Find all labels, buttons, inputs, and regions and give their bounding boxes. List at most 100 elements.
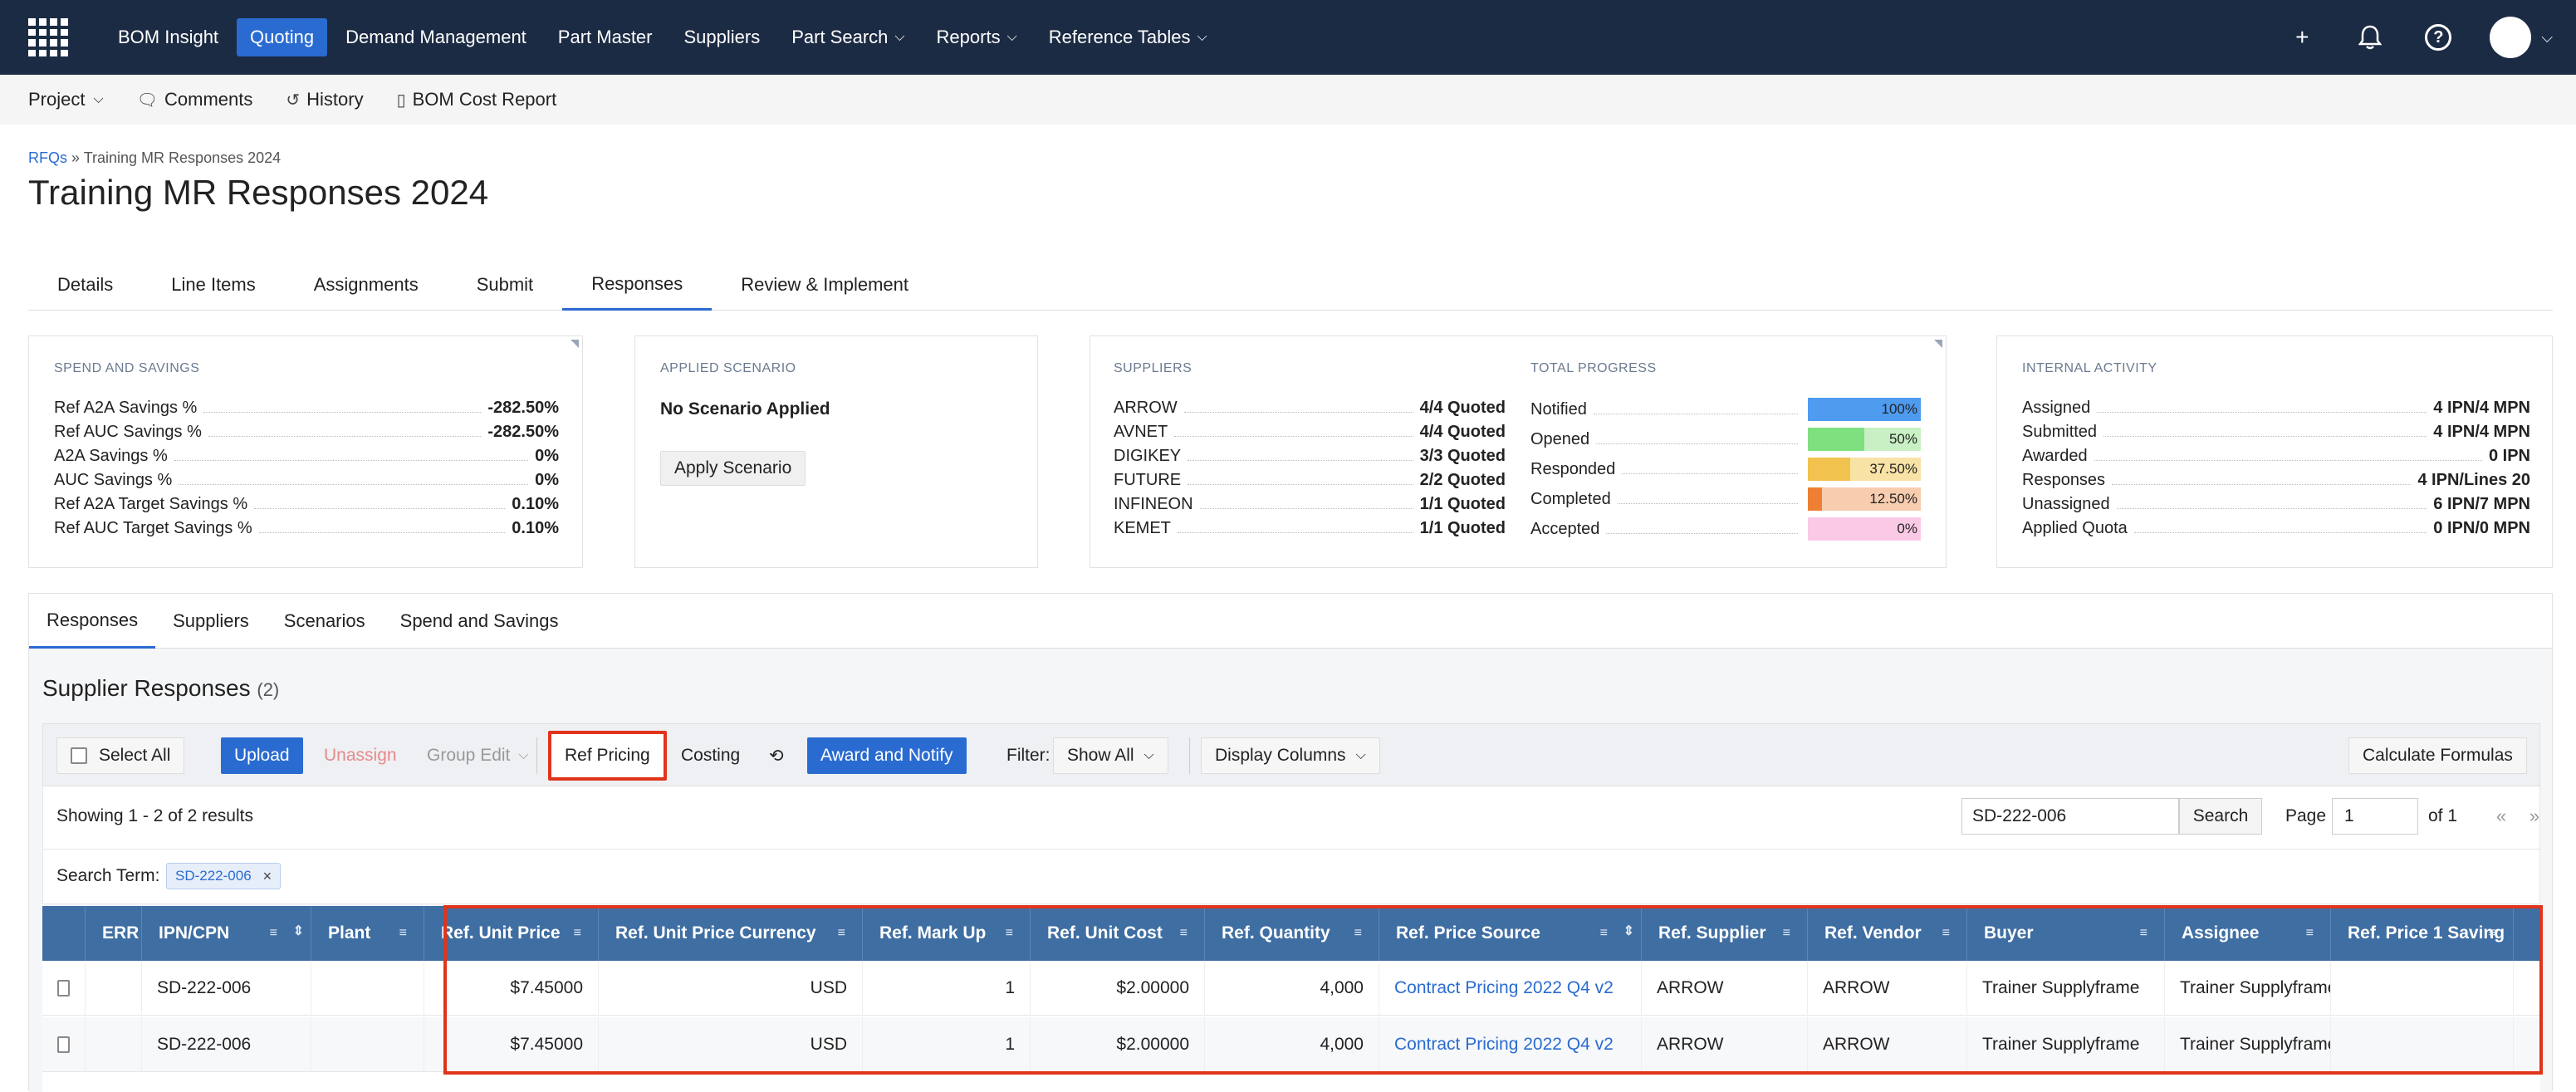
column-header[interactable]: Ref. Price 1 Saving ≡	[2331, 906, 2514, 961]
column-header-label: Buyer	[1984, 923, 2034, 943]
nav-item-suppliers[interactable]: Suppliers	[671, 18, 774, 56]
search-input[interactable]: SD-222-006	[1961, 798, 2179, 835]
kv-value: 0 IPN/0 MPN	[2433, 519, 2530, 537]
inner-tab-scenarios[interactable]: Scenarios	[283, 610, 365, 631]
bom-cost-report-link[interactable]: ▯ BOM Cost Report	[397, 89, 557, 110]
column-header[interactable]: Plant ≡	[311, 906, 424, 961]
history-link[interactable]: ↺ History	[286, 89, 363, 110]
tab-details[interactable]: Details	[57, 274, 114, 295]
expand-corner-icon[interactable]	[1934, 340, 1942, 348]
filter-icon[interactable]: ≡	[1599, 926, 1608, 940]
column-header[interactable]: Ref. Mark Up ≡	[863, 906, 1031, 961]
tab-responses[interactable]: Responses	[562, 259, 713, 311]
checkbox[interactable]	[71, 747, 87, 764]
section-title: Supplier Responses (2)	[42, 675, 279, 702]
display-columns-button[interactable]: Display Columns ⌵	[1201, 737, 1380, 774]
select-all-checkbox[interactable]: Select All	[56, 737, 185, 774]
row-checkbox[interactable]	[42, 961, 86, 1016]
filter-icon[interactable]: ≡	[399, 926, 407, 940]
nav-item-bom-insight[interactable]: BOM Insight	[105, 18, 232, 56]
chevron-down-icon[interactable]: ⌵	[2541, 28, 2553, 46]
column-header[interactable]: Ref. Price Source ≡ ⇕	[1379, 906, 1642, 961]
sort-icon[interactable]: ⇕	[292, 924, 304, 938]
filter-icon[interactable]: ≡	[1942, 926, 1950, 940]
nav-item-part-search[interactable]: Part Search ⌵	[778, 18, 918, 56]
price-source-link[interactable]: Contract Pricing 2022 Q4 v2	[1379, 1017, 1642, 1072]
search-button[interactable]: Search	[2179, 798, 2262, 835]
inner-tab-suppliers[interactable]: Suppliers	[173, 610, 249, 631]
bell-icon[interactable]	[2353, 21, 2387, 54]
column-header[interactable]: Ref. Vendor ≡	[1808, 906, 1967, 961]
kv-value: 4 IPN/Lines 20	[2417, 471, 2530, 489]
app-logo-icon[interactable]	[28, 18, 68, 56]
last-page-button[interactable]: »	[2529, 806, 2540, 826]
costing-settings-icon[interactable]: ⟲	[769, 746, 784, 766]
column-header[interactable]: Assignee ≡	[2165, 906, 2331, 961]
ref-pricing-button[interactable]: Ref Pricing	[548, 731, 667, 781]
filter-icon[interactable]: ≡	[837, 926, 845, 940]
page-input[interactable]: 1	[2332, 798, 2418, 835]
price-source-link[interactable]: Contract Pricing 2022 Q4 v2	[1379, 961, 1642, 1016]
search-term-bar: Search Term: SD-222-006 ×	[42, 850, 2540, 904]
filter-icon[interactable]: ≡	[269, 926, 277, 940]
kv-key: AUC Savings %	[54, 471, 173, 489]
column-header[interactable]: Buyer ≡	[1967, 906, 2165, 961]
table-cell	[311, 961, 424, 1016]
filter-icon[interactable]: ≡	[1782, 926, 1790, 940]
avatar[interactable]	[2490, 17, 2532, 58]
first-page-button[interactable]: «	[2495, 806, 2507, 826]
close-icon[interactable]: ×	[262, 867, 272, 884]
tab-assignments[interactable]: Assignments	[313, 274, 419, 295]
progress-value: 12.50%	[1869, 491, 1917, 507]
apply-scenario-button[interactable]: Apply Scenario	[660, 451, 806, 486]
award-notify-button[interactable]: Award and Notify	[807, 737, 967, 774]
column-header[interactable]: Ref. Unit Price Currency ≡	[599, 906, 863, 961]
filter-icon[interactable]: ≡	[573, 926, 581, 940]
filter-icon[interactable]: ≡	[2488, 926, 2496, 940]
nav-item-reference-tables[interactable]: Reference Tables ⌵	[1036, 18, 1221, 56]
nav-item-reports[interactable]: Reports ⌵	[923, 18, 1031, 56]
nav-item-demand-management[interactable]: Demand Management	[332, 18, 540, 56]
unassign-button[interactable]: Unassign	[324, 746, 397, 765]
filter-icon[interactable]: ≡	[1354, 926, 1362, 940]
nav-item-quoting[interactable]: Quoting	[237, 18, 328, 56]
inner-tab-responses[interactable]: Responses	[29, 594, 156, 649]
sort-icon[interactable]: ⇕	[1623, 924, 1634, 938]
kv-value: 6 IPN/7 MPN	[2433, 495, 2530, 513]
checkbox[interactable]	[57, 980, 70, 997]
comments-link[interactable]: 🗨 Comments	[137, 89, 253, 110]
column-header[interactable]: ERR	[86, 906, 142, 961]
tab-submit[interactable]: Submit	[476, 274, 534, 295]
filter-icon[interactable]: ≡	[2139, 926, 2147, 940]
kv-value: 1/1 Quoted	[1419, 495, 1506, 513]
column-header[interactable]: IPN/CPN ≡ ⇕	[142, 906, 311, 961]
checkbox[interactable]	[57, 1036, 70, 1053]
help-icon[interactable]: ?	[2422, 21, 2455, 54]
filter-icon[interactable]: ≡	[2305, 926, 2314, 940]
project-menu[interactable]: Project ⌵	[28, 89, 104, 110]
filter-value: Show All	[1067, 746, 1134, 765]
table-row[interactable]: SD-222-006 $7.45000 USD 1 $2.00000 4,000 Contr…	[42, 1017, 2540, 1072]
filter-icon[interactable]: ≡	[1179, 926, 1188, 940]
row-checkbox[interactable]	[42, 1017, 86, 1072]
table-row[interactable]: SD-222-006 $7.45000 USD 1 $2.00000 4,000 Contr…	[42, 961, 2540, 1016]
group-edit-button[interactable]: Group Edit ⌵	[414, 737, 542, 774]
costing-button[interactable]: Costing	[681, 746, 741, 765]
header-select[interactable]	[42, 906, 86, 961]
inner-tab-spend-savings[interactable]: Spend and Savings	[399, 610, 559, 631]
column-header[interactable]: Ref. Unit Price ≡	[424, 906, 599, 961]
column-header[interactable]: Ref. Quantity ≡	[1205, 906, 1379, 961]
expand-corner-icon[interactable]	[571, 340, 579, 348]
tab-line-items[interactable]: Line Items	[171, 274, 256, 295]
column-header[interactable]: Ref. Supplier ≡	[1642, 906, 1808, 961]
tab-review-implement[interactable]: Review & Implement	[741, 274, 909, 295]
filter-icon[interactable]: ≡	[1005, 926, 1013, 940]
card-heading: Internal Activity	[2022, 361, 2157, 375]
breadcrumb-rfqs-link[interactable]: RFQs	[28, 149, 67, 166]
upload-button[interactable]: Upload	[221, 737, 303, 774]
filter-select[interactable]: Show All ⌵	[1053, 737, 1168, 774]
plus-icon[interactable]: +	[2295, 24, 2309, 50]
column-header[interactable]: Ref. Unit Cost ≡	[1031, 906, 1205, 961]
nav-item-part-master[interactable]: Part Master	[545, 18, 666, 56]
calculate-formulas-button[interactable]: Calculate Formulas	[2348, 737, 2527, 774]
